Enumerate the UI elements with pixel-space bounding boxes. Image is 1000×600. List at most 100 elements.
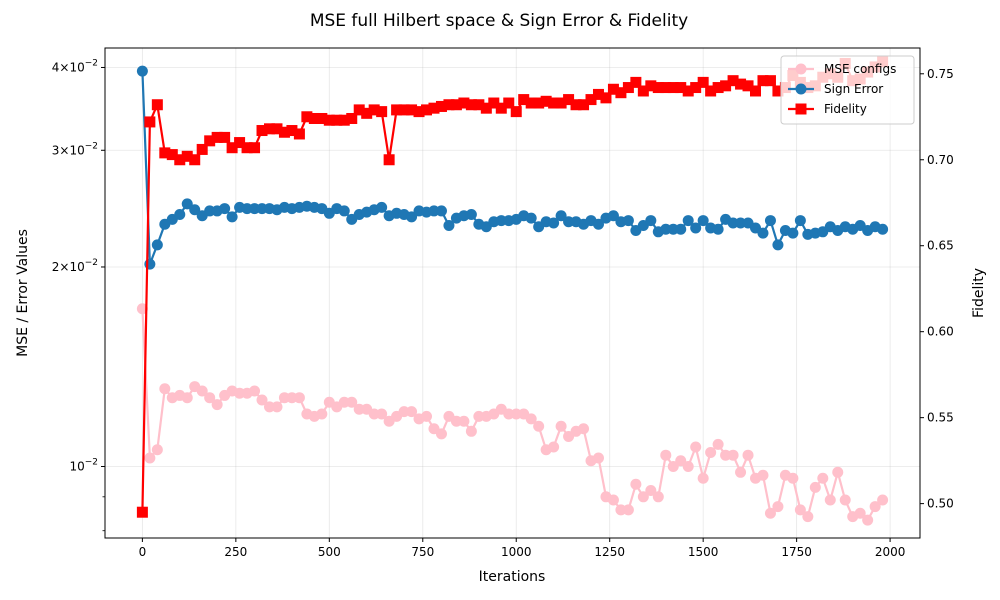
data-point-mse-configs (682, 460, 694, 472)
y-left-tick-label-mantissa: 2×10 (52, 260, 85, 274)
data-point-mse-configs (607, 494, 619, 506)
data-point-sign-error (548, 217, 560, 229)
data-point-fidelity (159, 147, 171, 159)
x-tick-label: 1000 (501, 545, 532, 559)
data-point-mse-configs (854, 507, 866, 519)
data-point-sign-error (226, 211, 238, 223)
data-point-sign-error (555, 210, 567, 222)
data-point-fidelity (211, 131, 223, 143)
y-axis-left: 4×10−23×10−22×10−210−2 (52, 58, 105, 532)
plot-frame (104, 47, 921, 539)
data-point-mse-configs (869, 501, 881, 513)
data-point-fidelity (428, 102, 440, 114)
data-point-fidelity (435, 100, 447, 112)
data-point-mse-configs (697, 472, 709, 484)
data-point-fidelity (705, 85, 717, 97)
y-left-tick-label-exponent: −2 (85, 457, 98, 467)
data-point-fidelity (241, 142, 253, 154)
data-point-mse-configs (465, 425, 477, 437)
data-point-fidelity (757, 75, 769, 87)
legend-item-fidelity: Fidelity (788, 102, 867, 116)
data-point-mse-configs (406, 406, 418, 418)
data-point-fidelity (480, 102, 492, 114)
data-point-fidelity (712, 82, 724, 94)
data-point-sign-error (136, 65, 148, 77)
data-point-fidelity (174, 154, 186, 166)
y-left-tick-label-exponent: −2 (85, 58, 98, 68)
data-point-mse-configs (271, 401, 283, 413)
data-point-sign-error (645, 215, 657, 227)
x-tick-label: 1500 (688, 545, 719, 559)
y-right-tick-label: 0.60 (927, 325, 954, 339)
y-left-tick-label-exponent: −2 (85, 141, 98, 151)
data-point-sign-error (772, 239, 784, 251)
data-point-mse-configs (136, 303, 148, 315)
data-point-mse-configs (435, 428, 447, 440)
data-point-fidelity (189, 154, 201, 166)
data-point-sign-error (189, 204, 201, 216)
data-point-fidelity (525, 97, 537, 109)
y-left-tick-label-mantissa: 10 (69, 459, 84, 473)
legend-label: Fidelity (824, 102, 867, 116)
data-point-sign-error (338, 205, 350, 217)
data-point-mse-configs (742, 449, 754, 461)
data-point-mse-configs (525, 413, 537, 425)
data-point-mse-configs (727, 449, 739, 461)
data-point-mse-configs (660, 449, 672, 461)
data-point-mse-configs (637, 491, 649, 503)
data-point-sign-error (525, 212, 537, 224)
y-right-tick-label: 0.65 (927, 239, 954, 253)
x-axis: 0 250 500 750 1000 1250 1500 1750 2000 (139, 538, 906, 559)
data-point-fidelity (151, 99, 163, 111)
data-point-sign-error (376, 201, 388, 213)
data-point-sign-error (406, 211, 418, 223)
data-point-mse-configs (764, 507, 776, 519)
data-point-fidelity (181, 150, 193, 162)
data-point-fidelity (682, 85, 694, 97)
chart-title: MSE full Hilbert space & Sign Error & Fi… (310, 11, 688, 31)
series-mse-configs (136, 303, 889, 526)
data-point-fidelity (443, 99, 455, 111)
data-point-mse-configs (645, 484, 657, 496)
legend-label: MSE configs (824, 62, 896, 76)
data-point-fidelity (720, 80, 732, 92)
y-right-tick-label: 0.70 (927, 153, 954, 167)
data-point-mse-configs (839, 494, 851, 506)
data-point-mse-configs (817, 472, 829, 484)
data-point-mse-configs (211, 399, 223, 411)
data-point-fidelity (630, 76, 642, 88)
data-point-fidelity (204, 135, 216, 147)
data-point-sign-error (764, 215, 776, 227)
data-point-fidelity (136, 506, 148, 518)
x-axis-title: Iterations (479, 569, 546, 585)
data-point-fidelity (518, 94, 530, 106)
data-point-fidelity (406, 104, 418, 116)
data-point-mse-configs (690, 441, 702, 453)
data-point-sign-error (794, 215, 806, 227)
data-point-sign-error (181, 198, 193, 210)
data-point-fidelity (563, 94, 575, 106)
data-point-mse-configs (675, 455, 687, 467)
data-point-sign-error (435, 205, 447, 217)
data-point-mse-configs (712, 438, 724, 450)
y-left-tick-label: 4×10−2 (52, 58, 98, 74)
data-point-mse-configs (787, 472, 799, 484)
data-point-fidelity (450, 99, 462, 111)
x-tick-label: 2000 (875, 545, 906, 559)
data-point-mse-configs (181, 392, 193, 404)
data-point-fidelity (219, 131, 231, 143)
y-left-tick-label: 3×10−2 (52, 141, 98, 157)
data-point-mse-configs (824, 494, 836, 506)
data-point-mse-configs (757, 469, 769, 481)
data-point-mse-configs (196, 385, 208, 397)
data-point-fidelity (249, 142, 261, 154)
data-point-mse-configs (809, 481, 821, 493)
y-left-tick-label-mantissa: 4×10 (52, 60, 85, 74)
data-point-fidelity (398, 104, 410, 116)
data-point-fidelity (727, 75, 739, 87)
data-point-mse-configs (802, 511, 814, 523)
data-point-fidelity (675, 82, 687, 94)
data-point-fidelity (540, 95, 552, 107)
data-point-fidelity (510, 106, 522, 118)
data-point-sign-error (607, 210, 619, 222)
